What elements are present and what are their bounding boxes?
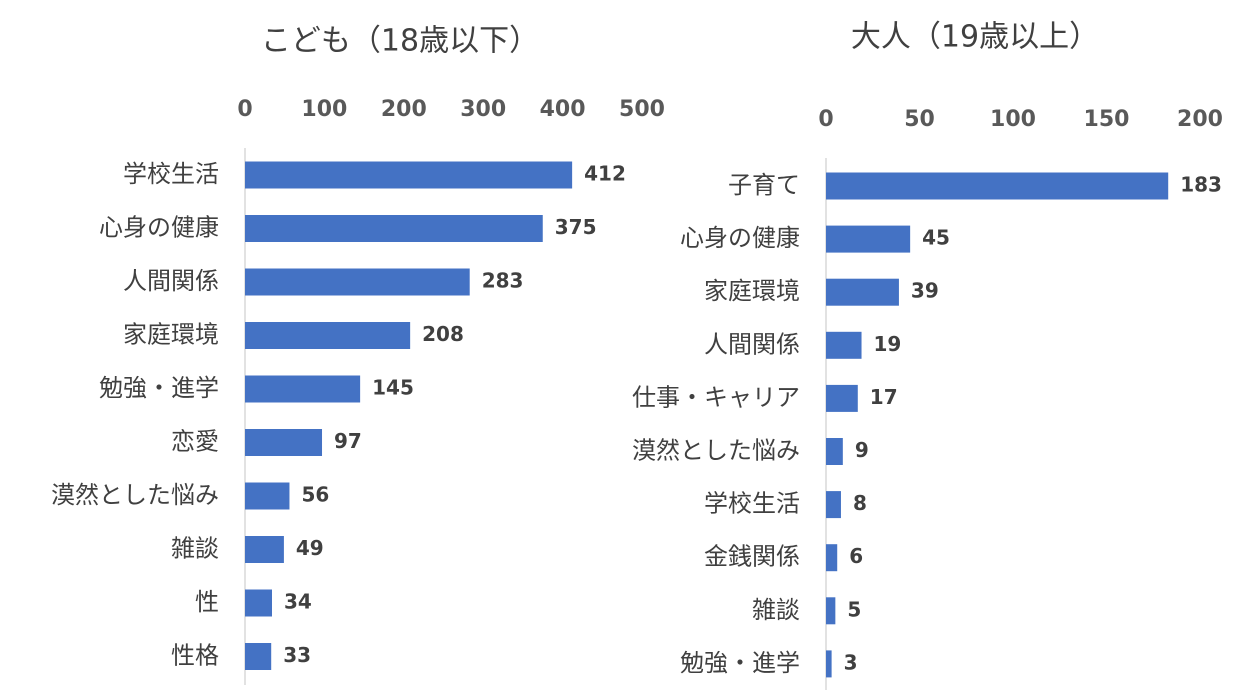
bar — [245, 482, 290, 510]
category-label: 人間関係 — [704, 330, 800, 358]
data-label: 49 — [296, 536, 324, 560]
category-label: 学校生活 — [704, 490, 800, 518]
chart-title: こども（18歳以下） — [261, 24, 539, 59]
data-label: 145 — [372, 376, 414, 400]
bar — [826, 331, 862, 359]
data-label: 56 — [301, 483, 329, 507]
category-label: 家庭環境 — [704, 277, 800, 305]
category-label: 子育て — [728, 171, 800, 199]
data-label: 34 — [284, 590, 312, 614]
category-label: 心身の健康 — [680, 224, 800, 252]
data-label: 375 — [555, 215, 597, 239]
x-tick-label: 200 — [1177, 107, 1223, 132]
category-label: 性格 — [171, 642, 219, 670]
data-label: 39 — [911, 279, 939, 303]
bar — [245, 322, 411, 349]
data-label: 9 — [855, 438, 869, 462]
bar — [245, 215, 543, 242]
category-label: 学校生活 — [123, 160, 219, 188]
category-label: 仕事・キャリア — [632, 383, 800, 411]
data-label: 19 — [874, 332, 902, 356]
bar — [245, 589, 272, 617]
category-label: 漠然とした悩み — [51, 481, 219, 509]
category-label: 恋愛 — [171, 428, 219, 456]
bar — [245, 643, 272, 670]
data-label: 183 — [1180, 173, 1222, 197]
x-tick-label: 100 — [990, 107, 1036, 132]
data-label: 5 — [847, 597, 861, 621]
data-label: 97 — [334, 429, 362, 453]
bar — [826, 384, 858, 412]
data-label: 45 — [922, 226, 950, 250]
data-label: 208 — [422, 322, 464, 346]
data-label: 6 — [849, 544, 863, 568]
bar — [245, 161, 573, 189]
x-tick-label: 100 — [301, 97, 347, 122]
bar — [245, 268, 470, 296]
data-label: 283 — [482, 269, 524, 293]
bar — [826, 491, 841, 519]
bar — [826, 650, 832, 678]
bar — [826, 225, 911, 253]
category-label: 雑談 — [171, 535, 219, 563]
category-label: 人間関係 — [123, 267, 219, 295]
x-tick-label: 500 — [619, 97, 665, 122]
bar — [245, 536, 284, 563]
data-label: 17 — [870, 385, 898, 409]
x-tick-label: 200 — [381, 97, 427, 122]
category-label: 心身の健康 — [99, 214, 219, 242]
category-label: 漠然とした悩み — [632, 437, 800, 465]
bar — [826, 278, 899, 306]
category-label: 性 — [195, 588, 219, 616]
x-tick-label: 400 — [540, 97, 586, 122]
x-tick-label: 300 — [460, 97, 506, 122]
bar — [826, 438, 843, 465]
bar — [245, 429, 323, 456]
category-label: 家庭環境 — [123, 321, 219, 349]
category-label: 勉強・進学 — [99, 374, 219, 402]
x-tick-label: 50 — [904, 107, 935, 132]
bar — [826, 544, 838, 572]
x-tick-label: 0 — [237, 97, 252, 122]
category-label: 勉強・進学 — [680, 649, 800, 677]
data-label: 33 — [283, 643, 311, 667]
bar — [245, 375, 361, 403]
x-tick-label: 150 — [1084, 107, 1130, 132]
bar — [826, 172, 1169, 200]
data-label: 3 — [844, 650, 858, 674]
chart-title: 大人（19歳以上） — [851, 20, 1099, 55]
bar — [826, 597, 836, 625]
data-label: 8 — [853, 491, 867, 515]
category-label: 雑談 — [752, 596, 800, 624]
category-label: 金銭関係 — [704, 543, 800, 571]
x-tick-label: 0 — [818, 107, 833, 132]
data-label: 412 — [584, 162, 626, 186]
